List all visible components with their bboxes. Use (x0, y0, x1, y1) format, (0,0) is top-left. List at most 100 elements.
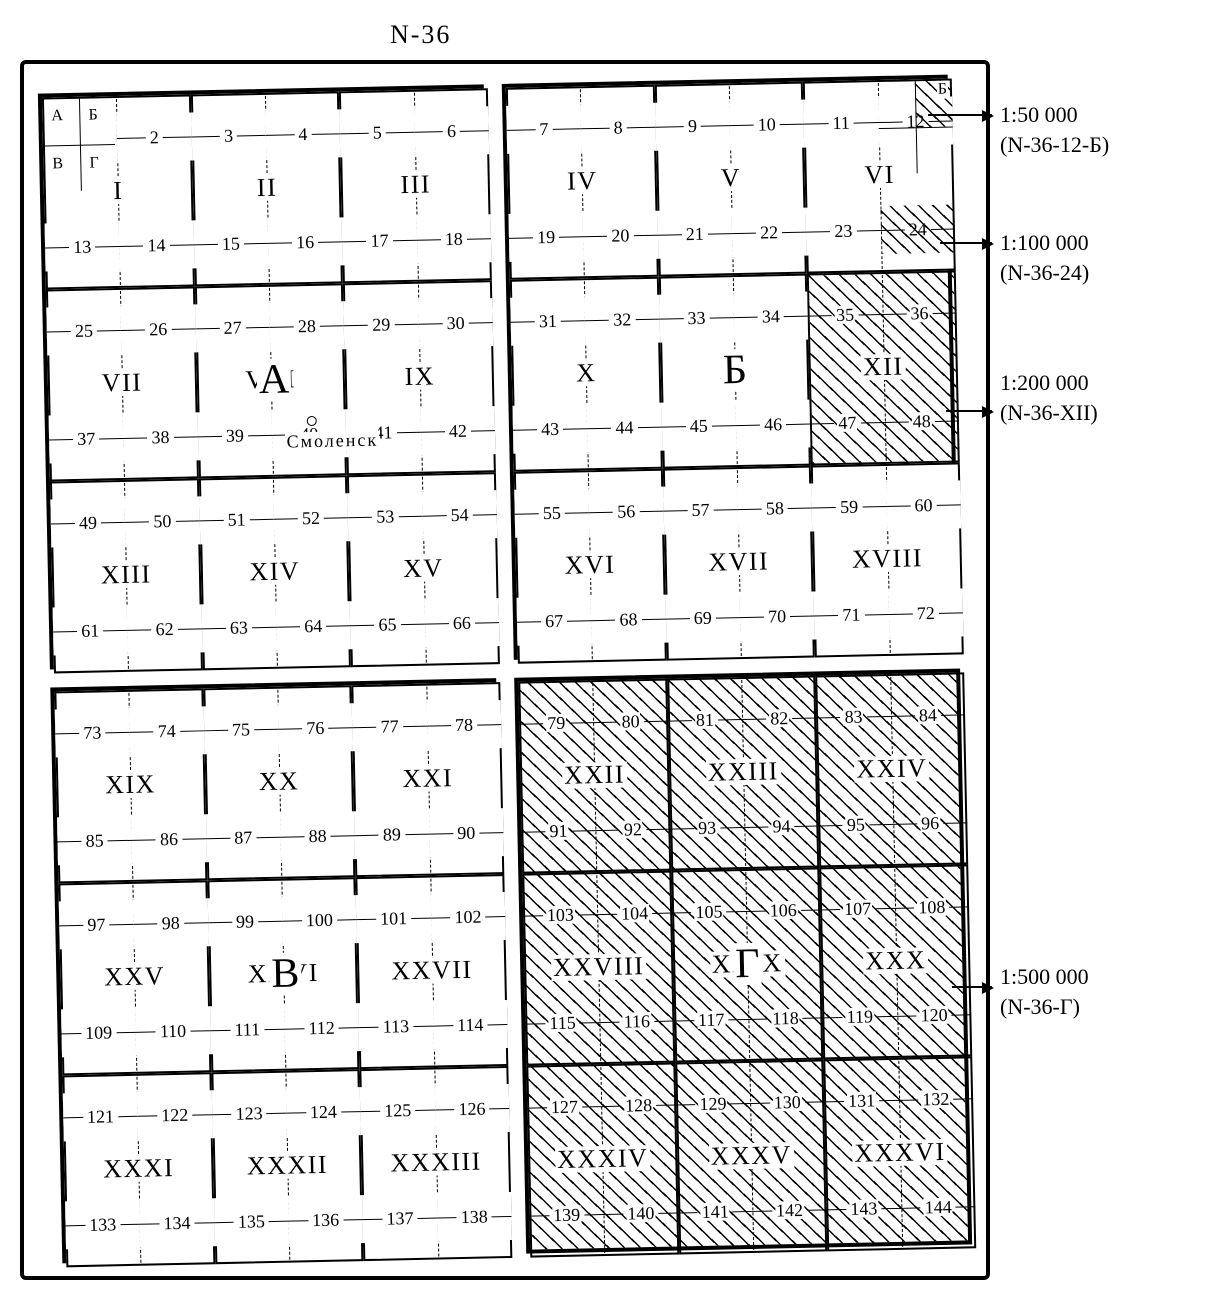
cell-100k-31: 31 (510, 296, 585, 346)
cell-100k-105: 105 (671, 887, 746, 937)
cell-100k-88: 88 (280, 811, 355, 861)
cell-100k-58: 58 (737, 484, 812, 534)
arrow-icon (940, 242, 992, 244)
cell-100k-98: 98 (133, 899, 208, 949)
cell-100k-93: 93 (670, 803, 745, 853)
cell-100k-112: 112 (284, 1003, 359, 1053)
cell-100k-102: 102 (430, 892, 505, 942)
cell-100k-80: 80 (593, 697, 668, 747)
cell-100k-66: 66 (424, 598, 499, 648)
callout-scale: 1:500 000 (1000, 962, 1089, 992)
cell-100k-3: 3 (191, 111, 266, 161)
cell-100k-135: 135 (214, 1196, 289, 1246)
cell-100k-34: 34 (733, 292, 808, 342)
arrow-icon (946, 410, 992, 412)
cell-100k-99: 99 (207, 897, 282, 947)
cell-100k-72: 72 (888, 588, 963, 638)
roman-200k-25: XXV (102, 963, 167, 990)
sheet-title: N-36 (390, 20, 451, 50)
roman-200k-10: X (574, 360, 599, 387)
sub50-Б: Б (88, 108, 98, 124)
cell-100k-85: 85 (57, 816, 132, 866)
cell-100k-86: 86 (131, 814, 206, 864)
cell-100k-73: 73 (55, 708, 130, 758)
cell-100k-75: 75 (203, 705, 278, 755)
cell-100k-110: 110 (135, 1006, 210, 1056)
cell-100k-33: 33 (659, 293, 734, 343)
cell-100k-15: 15 (193, 219, 268, 269)
quad-500k-1: IIIIIIVIIVIIIIXXIIIXIVXV1234561314151617… (38, 84, 496, 669)
cell-100k-37: 37 (49, 414, 124, 464)
cell-100k-96: 96 (892, 798, 967, 848)
cell-100k-29: 29 (344, 300, 419, 350)
cell-100k-7: 7 (506, 105, 581, 155)
cell-100k-44: 44 (587, 402, 662, 452)
roman-200k-20: XX (257, 768, 302, 795)
cell-100k-130: 130 (750, 1078, 825, 1128)
callout-nomenclature: (N-36-24) (1000, 258, 1089, 288)
cell-100k-122: 122 (137, 1090, 212, 1140)
arrow-icon (952, 986, 992, 988)
roman-200k-27: XXVII (389, 957, 475, 985)
cell-100k-81: 81 (667, 695, 742, 745)
quad-500k-4: XXIIXXIIIXXIVXXVIIIXXIXXXXXXXIVXXXVXXXVI… (514, 668, 972, 1253)
cell-100k-106: 106 (746, 886, 821, 936)
cell-100k-63: 63 (201, 603, 276, 653)
diagram-root: N-36 IIIIIIVIIVIIIIXXIIIXIVXV12345613141… (20, 20, 1191, 1294)
cell-100k-109: 109 (61, 1008, 136, 1058)
cell-100k-132: 132 (898, 1075, 973, 1125)
sub50-А: А (51, 108, 63, 124)
cell-100k-107: 107 (820, 884, 895, 934)
cell-100k-67: 67 (517, 596, 592, 646)
cell-100k-125: 125 (360, 1086, 435, 1136)
cell-100k-91: 91 (521, 806, 596, 856)
cell-100k-4: 4 (265, 110, 340, 160)
roman-200k-34: XXXIV (555, 1145, 651, 1173)
cell-100k-83: 83 (816, 692, 891, 742)
cell-100k-142: 142 (752, 1185, 827, 1235)
quad-letter-В: В (269, 952, 302, 995)
cell-100k-21: 21 (657, 209, 732, 259)
cell-100k-138: 138 (437, 1192, 512, 1242)
cell-100k-134: 134 (139, 1198, 214, 1248)
roman-200k-6: VI (862, 162, 897, 189)
cell-50k-12-Б: Б (915, 79, 953, 128)
cell-100k-129: 129 (675, 1079, 750, 1129)
roman-200k-12: XII (861, 354, 906, 381)
cell-100k-124: 124 (286, 1087, 361, 1137)
cell-100k-82: 82 (742, 694, 817, 744)
roman-200k-31: XXXI (101, 1155, 177, 1183)
cell-100k-60: 60 (886, 481, 961, 531)
cell-100k-104: 104 (597, 889, 672, 939)
cell-100k-65: 65 (350, 599, 425, 649)
quad-letter-Б: Б (720, 349, 749, 392)
sub50-В: В (52, 156, 63, 172)
cell-100k-53: 53 (348, 492, 423, 542)
cell-100k-55: 55 (514, 488, 589, 538)
roman-200k-4: IV (565, 168, 600, 195)
cell-100k-32: 32 (585, 295, 660, 345)
cell-100k-127: 127 (527, 1082, 602, 1132)
cell-100k-38: 38 (123, 412, 198, 462)
cell-100k-5: 5 (340, 108, 415, 158)
cell-100k-57: 57 (663, 485, 738, 535)
cell-100k-54: 54 (422, 490, 497, 540)
roman-200k-7: VII (99, 369, 144, 396)
cell-100k-17: 17 (342, 216, 417, 266)
quad-letter-А: А (256, 358, 291, 401)
cell-100k-141: 141 (678, 1187, 753, 1237)
roman-200k-17: XVII (706, 548, 771, 575)
cell-100k-89: 89 (354, 809, 429, 859)
cell-100k-120: 120 (897, 990, 972, 1040)
cell-100k-64: 64 (276, 601, 351, 651)
cell-100k-137: 137 (362, 1193, 437, 1243)
cell-100k-92: 92 (595, 804, 670, 854)
roman-200k-36: XXXVI (852, 1139, 948, 1167)
roman-200k-2: II (255, 175, 280, 202)
cell-100k-28: 28 (269, 302, 344, 352)
cell-100k-11: 11 (803, 98, 878, 148)
cell-100k-119: 119 (822, 992, 897, 1042)
roman-200k-22: XXII (562, 761, 627, 788)
roman-200k-9: IX (402, 363, 437, 390)
cell-100k-16: 16 (268, 217, 343, 267)
